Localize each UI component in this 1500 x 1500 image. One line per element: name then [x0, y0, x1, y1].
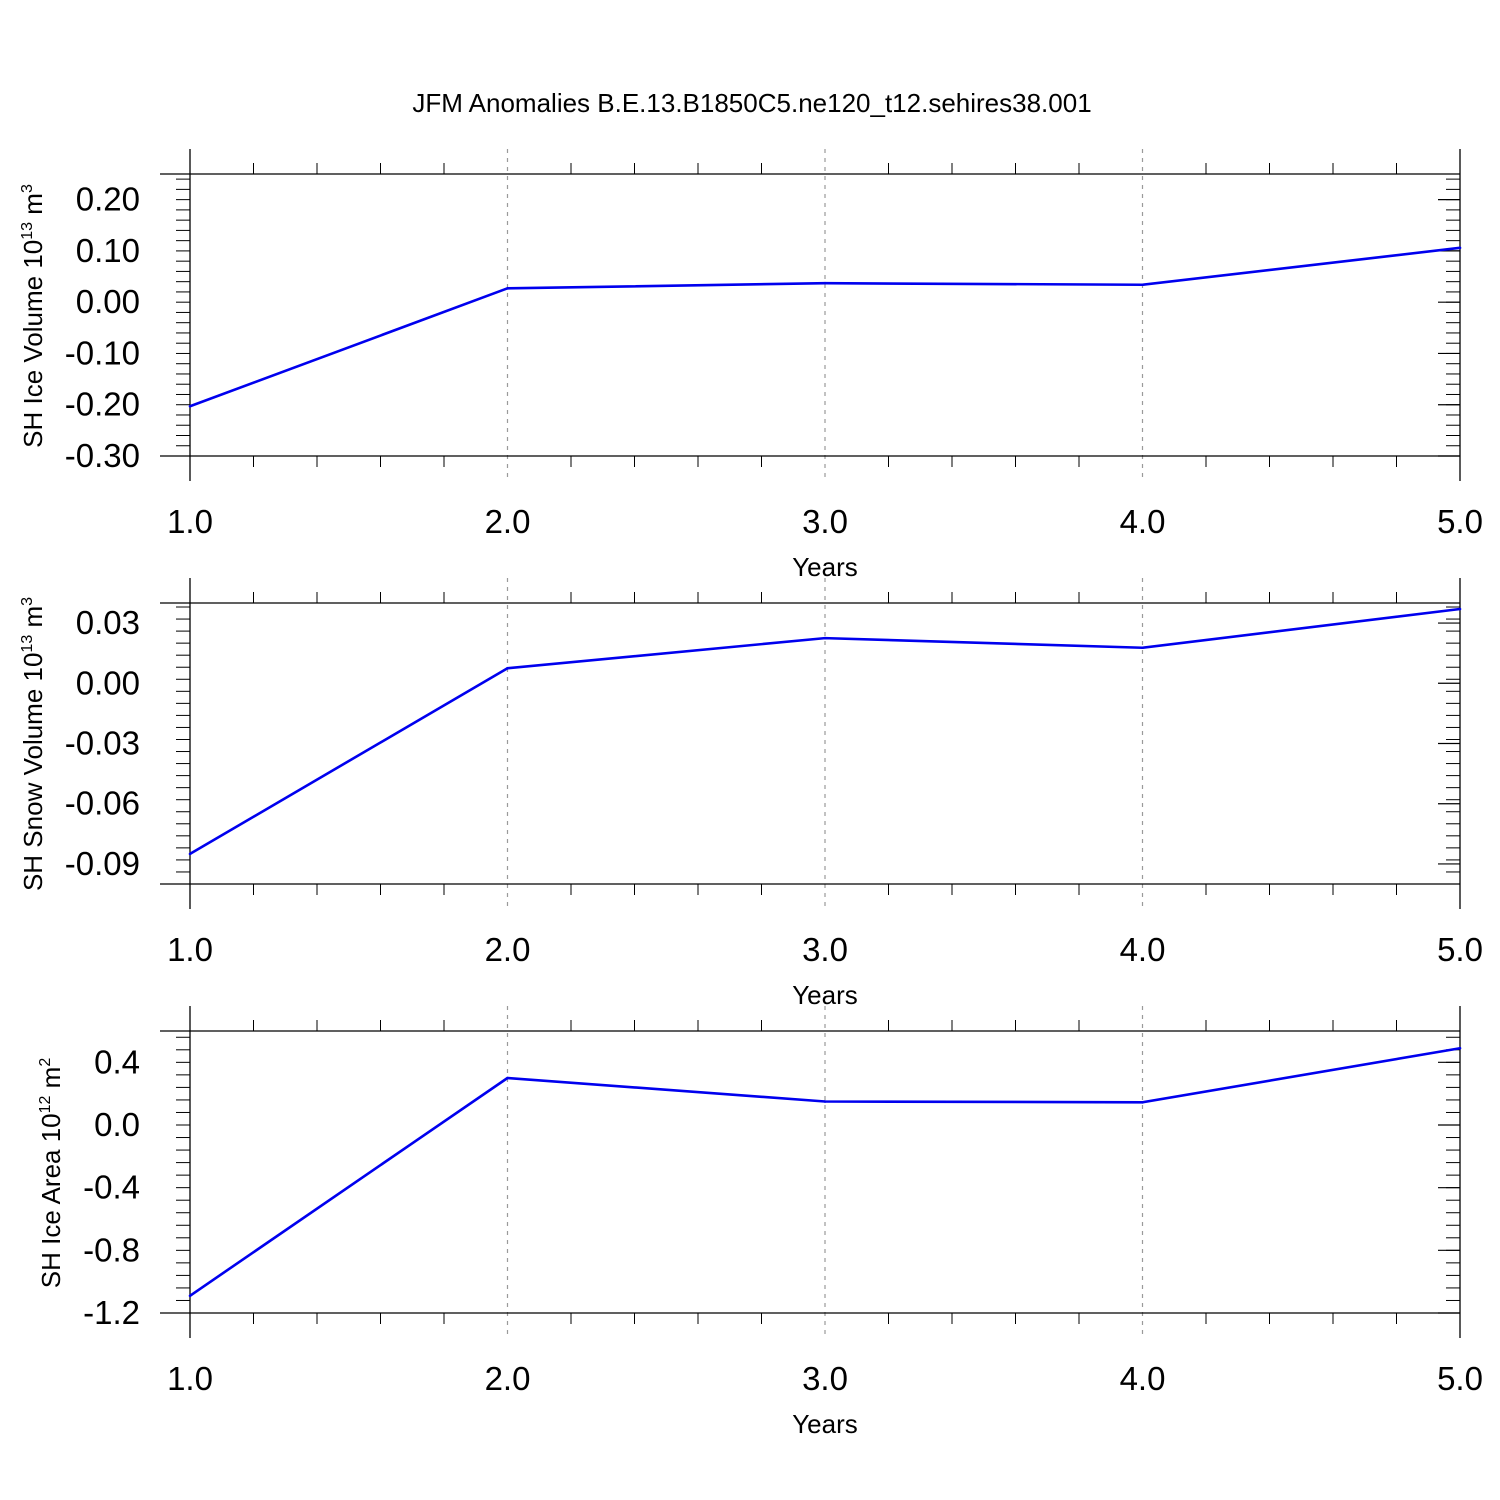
figure-title: JFM Anomalies B.E.13.B1850C5.ne120_t12.s… — [412, 88, 1091, 118]
y-tick-label: -0.10 — [65, 334, 140, 371]
y-tick-label: 0.20 — [76, 181, 140, 218]
y-tick-label: -0.20 — [65, 386, 140, 423]
y-axis-title-text: SH Snow Volume 10 — [18, 653, 48, 891]
y-axis-title-superscript: 12 — [37, 1095, 54, 1113]
data-point — [506, 1076, 509, 1080]
data-point — [1141, 283, 1144, 287]
data-point — [1458, 1046, 1462, 1050]
x-tick-label: 4.0 — [1120, 1360, 1166, 1397]
x-axis-title: Years — [792, 552, 858, 582]
data-point — [1141, 1100, 1144, 1104]
y-axis-title: SH Ice Volume 1013 m3 — [18, 184, 48, 448]
y-axis-title-text: m — [18, 606, 48, 635]
x-axis-title: Years — [792, 980, 858, 1010]
panel-3: 1.0 2.0 3.0 4.0 5.0 Years 0.4 0.0 -0.4 -0.8 -1.2 SH… — [36, 1006, 1483, 1439]
x-tick-label: 3.0 — [802, 1360, 848, 1397]
y-tick-label: 0.00 — [76, 664, 140, 701]
y-tick-label: 0.10 — [76, 232, 140, 269]
data-point — [1458, 246, 1462, 250]
y-tick-label: -0.03 — [65, 725, 140, 762]
panels: 1.0 2.0 3.0 4.0 5.0 Years 0.20 0.10 0.00 -0.10 -0.… — [18, 149, 1483, 1439]
data-point — [188, 404, 192, 408]
x-tick-label: 5.0 — [1437, 1360, 1483, 1397]
y-axis-title: SH Ice Area 1012 m2 — [36, 1058, 66, 1289]
y-tick-label: 0.0 — [94, 1106, 140, 1143]
x-axis-title: Years — [792, 1409, 858, 1439]
data-line — [189, 246, 1461, 408]
y-tick-label: -0.09 — [65, 845, 140, 882]
data-point — [1458, 607, 1462, 611]
y-tick-label: 0.00 — [76, 283, 140, 320]
x-tick-label: 2.0 — [485, 931, 531, 968]
data-point — [1141, 646, 1144, 650]
x-tick-label: 1.0 — [167, 931, 213, 968]
x-tick-label: 3.0 — [802, 503, 848, 540]
y-axis-title-superscript: 2 — [37, 1058, 54, 1067]
x-tick-label: 2.0 — [485, 503, 531, 540]
y-tick-label: 0.4 — [94, 1043, 140, 1080]
data-point — [823, 636, 827, 640]
y-tick-label: -0.30 — [65, 437, 140, 474]
x-tick-label: 2.0 — [485, 1360, 531, 1397]
x-tick-label: 4.0 — [1120, 503, 1166, 540]
panel-1: 1.0 2.0 3.0 4.0 5.0 Years 0.20 0.10 0.00 -0.10 -0.… — [18, 149, 1483, 582]
panel-2: 1.0 2.0 3.0 4.0 5.0 Years 0.03 0.00 -0.03 -0.06 -0… — [18, 578, 1483, 1010]
data-point — [506, 287, 509, 290]
x-tick-label: 1.0 — [167, 503, 213, 540]
data-point — [823, 281, 827, 285]
x-tick-label: 5.0 — [1437, 931, 1483, 968]
data-point — [823, 1100, 827, 1103]
y-tick-label: -0.06 — [65, 785, 140, 822]
x-tick-label: 5.0 — [1437, 503, 1483, 540]
y-axis-title-superscript: 3 — [19, 597, 36, 606]
y-axis-title: SH Snow Volume 1013 m3 — [18, 597, 48, 891]
x-tick-label: 4.0 — [1120, 931, 1166, 968]
data-point — [188, 852, 192, 856]
data-point — [506, 666, 509, 670]
y-axis-title-superscript: 13 — [19, 635, 36, 653]
y-tick-label: -1.2 — [83, 1294, 140, 1331]
x-tick-label: 3.0 — [802, 931, 848, 968]
x-tick-label: 1.0 — [167, 1360, 213, 1397]
y-tick-label: 0.03 — [76, 604, 140, 641]
y-axis-title-text: SH Ice Volume 10 — [18, 240, 48, 448]
y-axis-title-superscript: 3 — [19, 184, 36, 193]
y-axis-title-text: m — [18, 193, 48, 222]
y-tick-label: -0.8 — [83, 1231, 140, 1268]
data-point — [188, 1294, 192, 1298]
y-axis-title-text: SH Ice Area 10 — [36, 1113, 66, 1288]
y-axis-title-text: m — [36, 1067, 66, 1096]
y-tick-label: -0.4 — [83, 1169, 140, 1206]
y-axis-title-superscript: 13 — [19, 222, 36, 240]
